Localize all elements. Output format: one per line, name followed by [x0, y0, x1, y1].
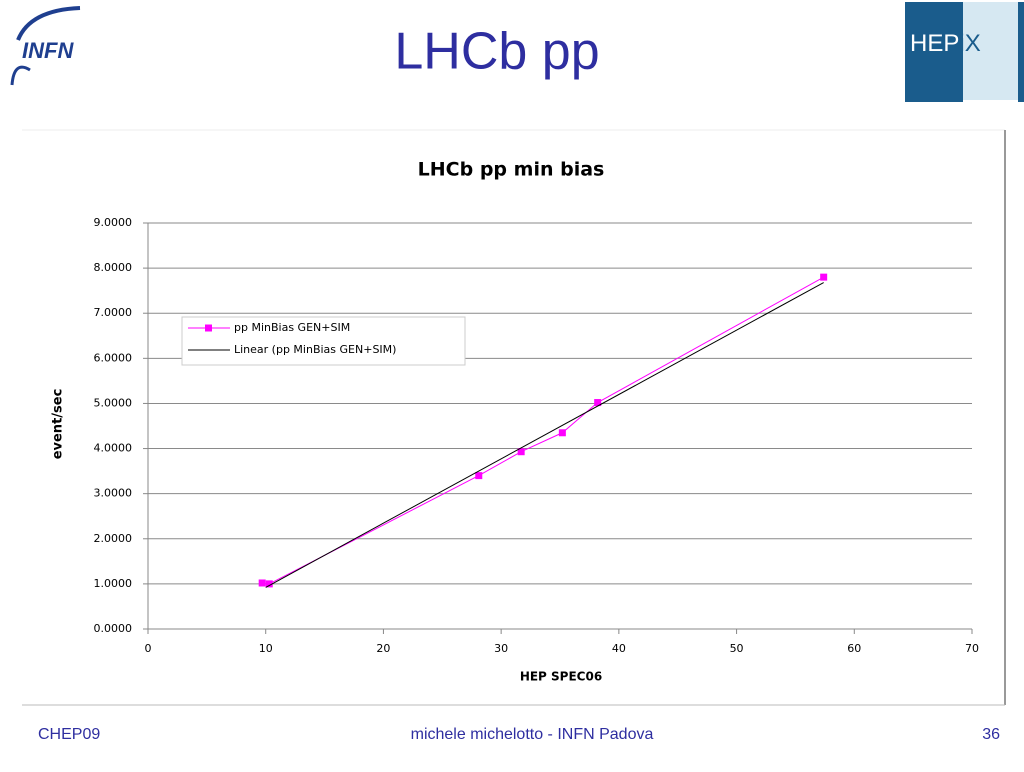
y-tick-label: 9.0000 — [94, 216, 133, 229]
point — [265, 580, 273, 588]
x-tick-label: 30 — [494, 642, 508, 655]
y-tick-label: 3.0000 — [94, 487, 133, 500]
x-tick-label: 50 — [730, 642, 744, 655]
slide-title: LHCb pp — [394, 23, 599, 81]
x-tick-label: 20 — [376, 642, 390, 655]
logo-right: HEPiX — [910, 30, 981, 57]
x-tick-label: 70 — [965, 642, 979, 655]
legend-marker — [205, 324, 212, 332]
series-line — [265, 282, 824, 588]
x-tick-label: 60 — [847, 642, 861, 655]
footer-left: CHEP09 — [38, 726, 100, 743]
x-tick-label: 10 — [259, 642, 273, 655]
y-tick-label: 0.0000 — [94, 622, 133, 635]
page-number: 36 — [982, 726, 1000, 743]
point — [820, 273, 828, 281]
point — [258, 579, 266, 587]
y-axis-label: event/sec — [51, 389, 66, 460]
point — [517, 448, 525, 456]
point — [558, 429, 566, 437]
y-tick-label: 2.0000 — [94, 532, 133, 545]
logo-arc — [10, 65, 31, 86]
logo-part: HEP — [910, 30, 959, 57]
point — [475, 472, 483, 480]
logo-box — [1018, 2, 1024, 102]
chart-title: LHCb pp min bias — [418, 159, 605, 181]
y-tick-label: 1.0000 — [94, 577, 133, 590]
y-tick-label: 7.0000 — [94, 306, 133, 319]
y-tick-label: 8.0000 — [94, 261, 133, 274]
logo-box — [905, 2, 963, 102]
y-tick-label: 6.0000 — [94, 351, 133, 364]
logo-left: INFN — [22, 38, 74, 63]
legend-label: Linear (pp MinBias GEN+SIM) — [234, 343, 396, 356]
x-tick-label: 40 — [612, 642, 626, 655]
x-tick-label: 0 — [145, 642, 152, 655]
logo-arc — [16, 6, 81, 41]
legend-label: pp MinBias GEN+SIM — [234, 321, 350, 334]
point — [594, 399, 602, 407]
legend — [181, 316, 466, 366]
logo-part: iX — [959, 30, 980, 57]
footer-center: michele michelotto - INFN Padova — [411, 726, 654, 743]
y-tick-label: 5.0000 — [94, 396, 133, 409]
y-tick-label: 4.0000 — [94, 442, 133, 455]
x-axis-label: HEP SPEC06 — [520, 670, 602, 684]
